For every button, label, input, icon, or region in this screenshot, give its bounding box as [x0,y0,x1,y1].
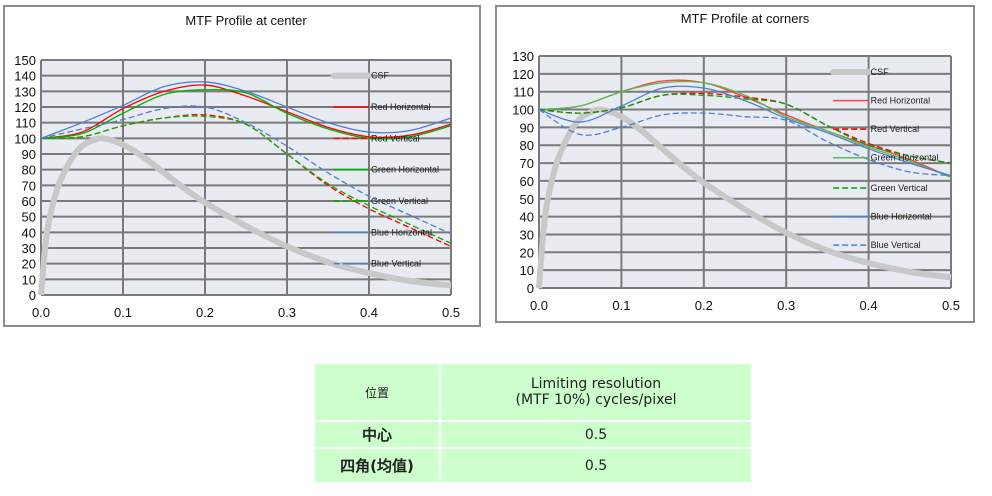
y-tick-label: 50 [520,192,534,207]
plot-area [41,60,451,295]
chart-center: MTF Profile at center 0 10 20 30 40 50 60 70 80 90… [3,5,481,327]
series-line-red-horizontal [40,84,452,139]
x-tick-label: 0.2 [196,305,214,320]
y-tick-label: 130 [14,84,36,99]
legend-label: Blue Vertical [871,240,921,250]
series-line-red-vertical [538,92,952,164]
series-line-blue-horizontal [538,85,952,177]
chart-title: MTF Profile at center [185,13,307,28]
y-tick-label: 110 [513,85,534,100]
legend-label: Red Vertical [871,124,920,134]
chart-corners-svg: MTF Profile at corners 0 10 20 30 40 50 60 70 80 9… [512,11,960,313]
y-tick-label: 100 [14,131,36,146]
y-tick-label: 50 [22,210,36,225]
series-line-green-horizontal [40,88,452,140]
y-tick-label: 0 [527,281,534,296]
y-tick-label: 40 [22,225,36,240]
y-tick-label: 10 [22,272,36,287]
y-tick-label: 30 [22,241,36,256]
y-tick-label: 110 [15,116,36,131]
table-row: 中心 0.5 [313,420,753,449]
legend-label: Blue Horizontal [371,227,432,237]
x-tick-label: 0.4 [360,305,378,320]
x-tick-label: 0.3 [777,298,795,313]
legend-label: Red Horizontal [371,102,431,112]
table-row: 四角(均值) 0.5 [313,447,753,484]
x-tick-label: 0.0 [530,298,548,313]
y-tick-label: 140 [14,69,36,84]
y-tick-label: 40 [520,210,534,225]
legend-label: Blue Vertical [371,259,421,269]
y-tick-label: 20 [520,245,534,260]
legend-label: Red Vertical [371,133,420,143]
x-tick-label: 0.5 [942,298,960,313]
x-tick-label: 0.0 [32,305,50,320]
header-position: 位置 [313,362,441,422]
header-resolution-line1: Limiting resolution [530,376,662,392]
y-tick-label: 80 [22,163,36,178]
y-tick-label: 60 [22,194,36,209]
y-tick-label: 0 [29,288,36,303]
y-tick-label: 20 [22,257,36,272]
header-resolution: Limiting resolution (MTF 10%) cycles/pixe… [439,362,753,422]
y-tick-label: 70 [520,156,534,171]
series-line-green-horizontal [538,80,952,178]
chart-title: MTF Profile at corners [681,11,810,26]
series-line-blue-horizontal [40,81,452,139]
y-tick-label: 150 [14,53,36,68]
row-value: 0.5 [439,447,753,484]
series-line-blue-vertical [538,108,952,177]
row-label: 四角(均值) [313,447,441,484]
series-line-blue-vertical [40,105,452,235]
legend-label: CSF [871,67,890,77]
legend-label: Blue Horizontal [871,212,932,222]
row-label: 中心 [313,420,441,449]
y-tick-label: 100 [512,103,534,118]
legend-label: Green Vertical [371,196,428,206]
series-line-csf [536,106,952,289]
x-tick-label: 0.2 [695,298,713,313]
y-tick-label: 120 [512,67,534,82]
series-line-csf [38,135,452,296]
y-tick-label: 120 [14,100,36,115]
chart-center-svg: MTF Profile at center 0102030405060708090… [14,13,460,320]
x-tick-label: 0.3 [278,305,296,320]
series-line-green-vertical [538,93,952,164]
y-tick-label: 10 [520,263,534,278]
x-tick-label: 0.1 [612,298,630,313]
legend-label: Green Vertical [871,183,928,193]
y-tick-label: 90 [22,147,36,162]
x-tick-label: 0.5 [442,305,460,320]
legend-label: Red Horizontal [871,96,931,106]
y-tick-label: 90 [520,120,534,135]
y-tick-label: 80 [520,138,534,153]
legend-label: Green Horizontal [871,153,939,163]
y-tick-label: 60 [520,174,534,189]
x-tick-label: 0.4 [860,298,878,313]
row-value: 0.5 [439,420,753,449]
y-tick-label: 30 [520,227,534,242]
x-tick-label: 0.1 [114,305,132,320]
legend-label: Green Horizontal [371,165,439,175]
y-tick-label: 70 [22,178,36,193]
legend-label: CSF [371,71,390,81]
chart-corners: MTF Profile at corners 0 10 20 30 40 50 60 70 80 9… [495,5,975,323]
series-line-green-vertical [40,115,452,244]
header-resolution-line2: (MTF 10%) cycles/pixel [515,392,677,408]
resolution-table: 位置 Limiting resolution (MTF 10%) cycles/p… [313,362,753,484]
y-tick-label: 130 [512,49,534,64]
